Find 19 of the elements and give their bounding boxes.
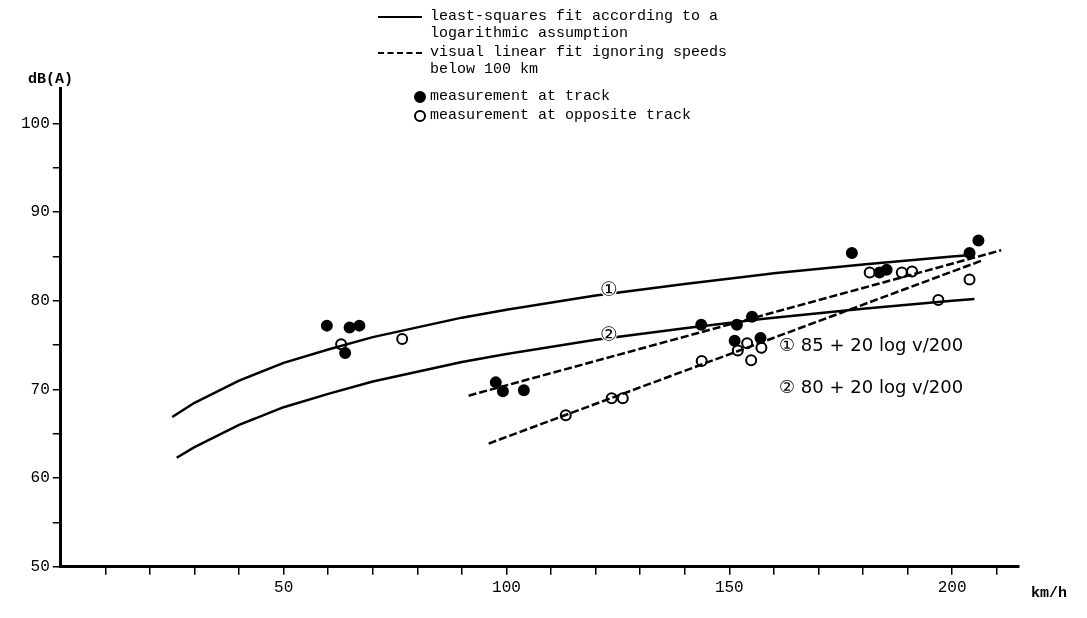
y-tick-label: 100	[20, 114, 50, 133]
legend-label: measurement at track	[430, 88, 612, 105]
x-axis-title: km/h	[1031, 584, 1068, 602]
annotation: ① 85 + 20 log v/200	[779, 334, 964, 356]
y-axis-title: dB(A)	[28, 71, 74, 88]
y-tick-label: 90	[30, 203, 50, 222]
y-tick-label: 50	[30, 558, 50, 577]
annotation: ②	[600, 321, 618, 346]
x-tick-label: 50	[274, 578, 294, 597]
annotation: ①	[600, 277, 618, 302]
legend-label: measurement at opposite track	[430, 107, 693, 124]
x-tick-label: 100	[492, 578, 521, 597]
x-tick-label: 200	[937, 578, 967, 597]
y-tick-label: 60	[30, 469, 50, 488]
y-tick-label: 70	[30, 380, 50, 399]
y-tick-label: 80	[30, 292, 50, 311]
annotation: ② 80 + 20 log v/200	[779, 376, 964, 398]
x-tick-label: 150	[714, 578, 744, 597]
legend-label: visual linear fit ignoring speeds below 100 km	[430, 44, 729, 78]
